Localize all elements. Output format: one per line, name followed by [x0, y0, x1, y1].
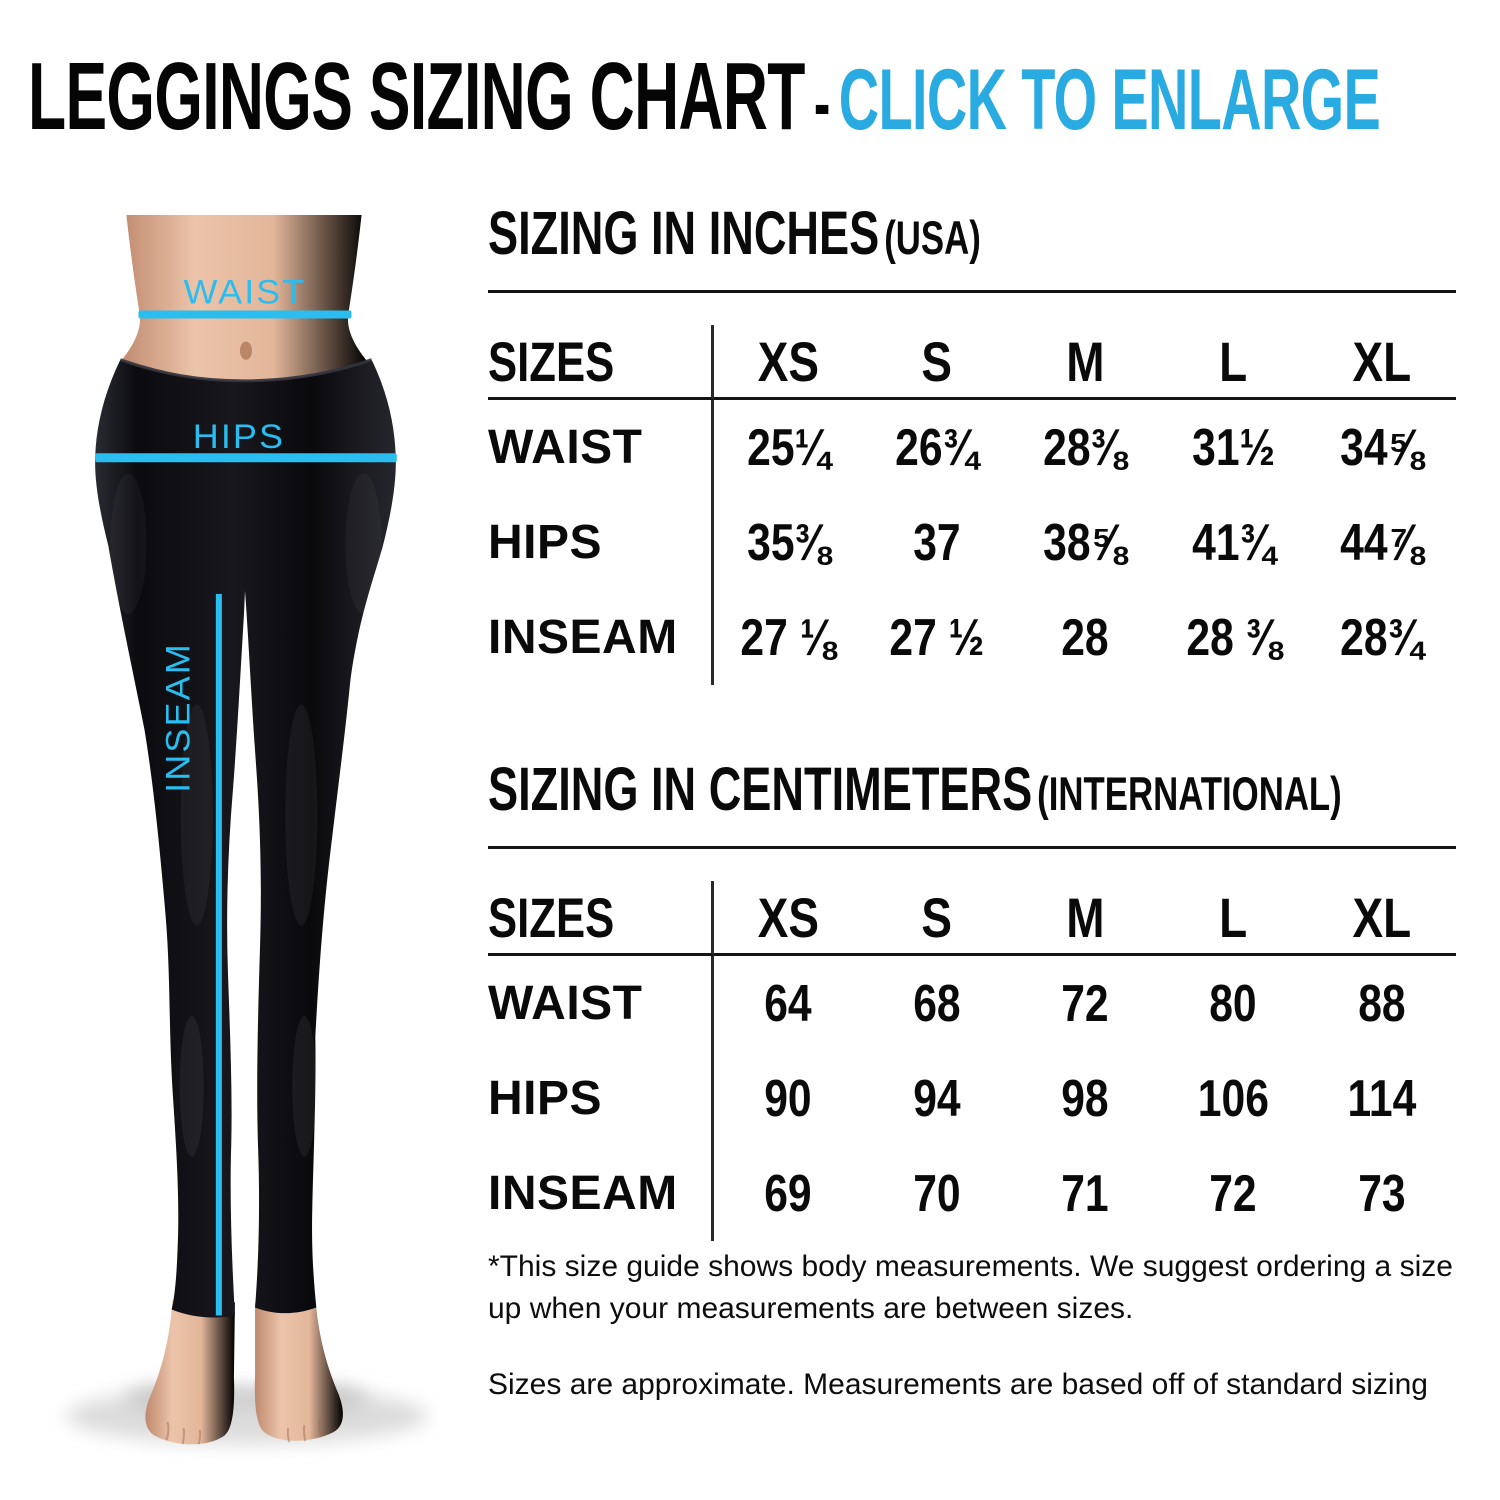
hips-measure-line: [95, 453, 397, 463]
cm-waist-xl: 88: [1358, 974, 1406, 1033]
cm-row-label-inseam: INSEAM: [488, 1146, 714, 1241]
cm-waist-xs: 64: [764, 974, 812, 1033]
inches-inseam-xs: 27 ⅛: [740, 608, 836, 667]
cm-header-m: M: [1010, 881, 1160, 956]
inches-header-m: M: [1010, 325, 1160, 400]
cm-hips-l: 106: [1197, 1069, 1269, 1128]
inches-row-label-hips: HIPS: [488, 495, 714, 590]
cm-inseam-l: 72: [1209, 1164, 1258, 1223]
cm-waist-l: 80: [1209, 974, 1258, 1033]
inches-hips-xs: 35⅜: [746, 513, 830, 572]
inches-hips-m: 38⅝: [1043, 513, 1127, 572]
inches-waist-m: 28⅜: [1043, 418, 1127, 477]
inches-row-label-waist: WAIST: [488, 400, 714, 495]
cm-hips-xl: 114: [1347, 1069, 1417, 1128]
leggings: [95, 359, 396, 1318]
cm-grid: SIZES XS S M L XL WAIST 64 68 72 80 88 H…: [488, 881, 1456, 1241]
inseam-measure-label: INSEAM: [160, 642, 198, 793]
leggings-figure: WAIST HIPS INSEAM: [48, 150, 450, 1480]
cm-inseam-xl: 73: [1358, 1164, 1406, 1223]
torso-skin: [120, 215, 368, 389]
click-to-enlarge-link[interactable]: CLICK TO ENLARGE: [838, 52, 1381, 148]
hips-measure-label: HIPS: [193, 418, 285, 456]
inches-inseam-l: 28 ⅜: [1185, 608, 1281, 667]
inches-hips-l: 41¾: [1191, 513, 1275, 572]
cm-header-xl: XL: [1307, 881, 1456, 956]
page-title-text: LEGGINGS SIZING CHART: [28, 43, 805, 150]
inches-table-title: SIZING IN INCHES (USA): [488, 202, 1456, 293]
right-foot: [254, 1297, 343, 1441]
inches-grid: SIZES XS S M L XL WAIST 25¼ 26¾ 28⅜ 31½ …: [488, 325, 1456, 685]
inches-waist-xs: 25¼: [746, 418, 830, 477]
inches-header-l: L: [1159, 325, 1308, 400]
cm-waist-m: 72: [1061, 974, 1109, 1033]
cm-inseam-xs: 69: [764, 1164, 812, 1223]
inches-row-label-inseam: INSEAM: [488, 590, 714, 685]
inches-inseam-s: 27 ½: [889, 608, 985, 667]
cm-hips-s: 94: [912, 1069, 961, 1128]
title-separator: -: [813, 61, 830, 146]
waist-measure-label: WAIST: [184, 273, 307, 311]
footnote-measurements-line1: *This size guide shows body measurements…: [488, 1250, 1453, 1283]
sizing-table-inches: SIZING IN INCHES (USA) SIZES XS S M L XL…: [488, 202, 1456, 685]
inches-hips-s: 37: [912, 513, 961, 572]
cm-title-text: SIZING IN CENTIMETERS: [488, 755, 1033, 823]
inches-waist-s: 26¾: [895, 418, 979, 477]
inches-title-text: SIZING IN INCHES: [488, 199, 880, 267]
cm-header-sizes: SIZES: [488, 881, 714, 956]
sizing-table-centimeters: SIZING IN CENTIMETERS (INTERNATIONAL) SI…: [488, 758, 1456, 1241]
waist-measure-line: [138, 310, 352, 319]
waistband-edge: [119, 358, 373, 383]
cm-table-title: SIZING IN CENTIMETERS (INTERNATIONAL): [488, 758, 1456, 849]
fabric-sheen: [110, 473, 382, 1157]
cm-inseam-m: 71: [1061, 1164, 1109, 1223]
footnotes: *This size guide shows body measurements…: [488, 1246, 1488, 1406]
inseam-measure-line: [215, 593, 222, 1316]
cm-title-region: (INTERNATIONAL): [1037, 767, 1342, 820]
inches-header-xl: XL: [1307, 325, 1456, 400]
navel: [239, 341, 253, 360]
footnote-measurements-line2: up when your measurements are between si…: [488, 1292, 1134, 1325]
inches-hips-xl: 44⅞: [1340, 513, 1424, 572]
inches-title-region: (USA): [884, 211, 981, 264]
cm-hips-m: 98: [1061, 1069, 1109, 1128]
cm-waist-s: 68: [912, 974, 961, 1033]
cm-header-l: L: [1159, 881, 1308, 956]
toe-lines: [165, 1417, 323, 1445]
inches-header-sizes: SIZES: [488, 325, 714, 400]
inches-waist-l: 31½: [1191, 418, 1275, 477]
cm-row-label-hips: HIPS: [488, 1051, 714, 1146]
inches-waist-xl: 34⅝: [1340, 418, 1424, 477]
footnote-approximate: Sizes are approximate. Measurements are …: [488, 1368, 1428, 1401]
page-title: LEGGINGS SIZING CHART - CLICK TO ENLARGE: [28, 42, 1500, 152]
footnote-spacer: [488, 1330, 1488, 1364]
cm-row-label-waist: WAIST: [488, 956, 714, 1051]
inches-header-xs: XS: [714, 325, 863, 400]
cm-header-xs: XS: [714, 881, 863, 956]
inches-inseam-xl: 28¾: [1340, 608, 1424, 667]
cm-header-s: S: [862, 881, 1011, 956]
left-foot: [145, 1299, 235, 1445]
cm-hips-xs: 90: [764, 1069, 812, 1128]
inches-inseam-m: 28: [1061, 608, 1109, 667]
cm-inseam-s: 70: [912, 1164, 961, 1223]
inches-header-s: S: [862, 325, 1011, 400]
